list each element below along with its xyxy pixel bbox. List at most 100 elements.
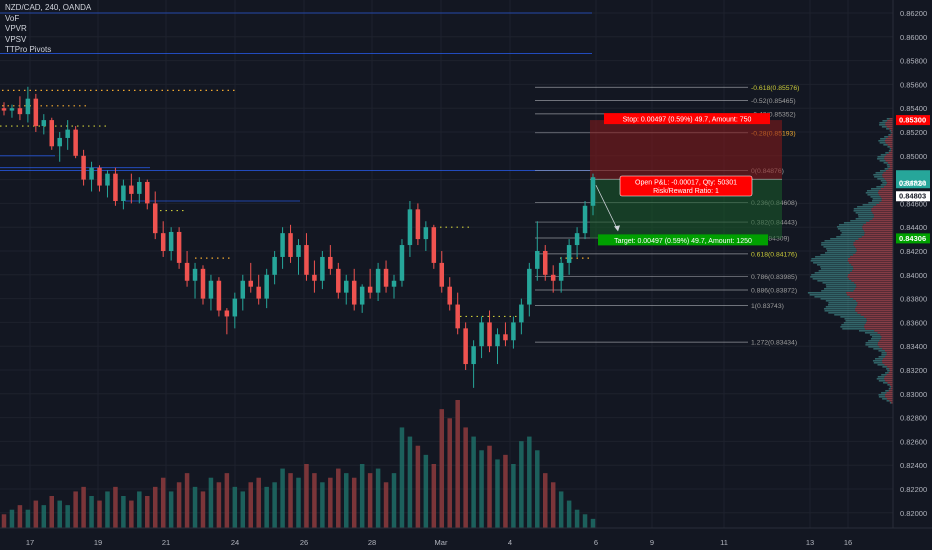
profile-bar-down [855,288,893,290]
chart-legend: NZD/CAD, 240, OANDA VoF VPVR VPSV TTPro … [5,3,91,56]
profile-bar-down [890,388,893,390]
volume-bar [208,477,214,528]
volume-bar [566,500,572,528]
profile-bar-up [865,342,878,344]
candle-body [73,129,78,156]
candle-body [344,280,349,293]
volume-bar [328,477,333,528]
volume-bar [73,491,78,528]
y-tick-label: 0.84200 [900,247,927,256]
volume-bar [41,505,47,528]
countdown-label: 03:27:54 [899,181,926,188]
y-tick-label: 0.83200 [900,366,927,375]
profile-bar-down [856,250,893,252]
profile-bar-up [879,124,886,126]
profile-bar-up [885,152,889,154]
profile-bar-down [891,386,893,388]
profile-bar-up [887,384,890,386]
profile-bar-up [877,178,885,180]
profile-bar-up [880,180,887,182]
volume-bar [105,491,110,528]
profile-bar-down [882,174,893,176]
candle-body [320,256,325,281]
profile-bar-up [881,392,887,394]
fib-label: 0.886(0.83872) [751,288,797,295]
volume-bar [224,473,230,528]
candle-body [89,167,94,180]
profile-bar-up [824,288,856,290]
profile-bar-down [864,326,893,328]
indicator-ttpro-pivots[interactable]: TTPro Pivots [5,45,52,54]
profile-bar-down [851,280,893,282]
volume-bar [168,491,174,528]
candle-body [336,268,341,293]
profile-bar-down [886,374,893,376]
profile-bar-down [882,348,893,350]
profile-bar-down [861,236,893,238]
profile-bar-down [881,336,893,338]
y-tick-label: 0.84000 [900,271,927,280]
candle-body [447,286,452,305]
profile-bar-up [855,212,873,214]
symbol-title[interactable]: NZD/CAD, 240, OANDA [5,3,92,12]
profile-bar-down [857,312,893,314]
profile-bar-down [885,396,893,398]
profile-bar-down [853,242,893,244]
y-tick-label: 0.85800 [900,57,927,66]
profile-bar-down [879,202,893,204]
candle-body [519,304,524,323]
profile-bar-up [877,158,885,160]
target-price-tag-box [896,233,930,244]
target-label-box[interactable] [598,234,768,246]
candle-body [256,286,261,299]
pnl-box[interactable] [619,175,753,197]
profile-bar-up [886,118,890,120]
profile-bar-up [877,376,885,378]
y-tick-label: 0.82200 [900,485,927,494]
indicator-vpvr[interactable]: VPVR [5,24,27,33]
profile-bar-down [886,352,893,354]
profile-bar-up [844,318,867,320]
profile-bar-up [878,350,885,352]
candle-body [65,129,70,138]
profile-bar-up [889,386,892,388]
volume-bar [121,496,126,528]
profile-bar-up [814,296,850,298]
candle-body [471,346,476,365]
profile-bar-down [883,358,893,360]
profile-bar-up [886,368,890,370]
profile-bar-down [854,282,893,284]
profile-bar-down [886,184,893,186]
stop-label-box[interactable] [604,113,770,125]
profile-bar-down [853,298,893,300]
profile-bar-down [891,148,893,150]
volume-bar [495,459,500,528]
profile-bar-up [821,242,854,244]
candle-body [495,334,500,347]
profile-bar-up [853,210,872,212]
profile-bar-down [884,378,893,380]
profile-bar-down [851,264,893,266]
profile-bar-down [878,190,893,192]
volume-bar [296,477,301,528]
fib-label: -0.52(0.85465) [751,98,796,105]
profile-bar-up [824,240,856,242]
volume-bar [399,427,405,528]
profile-bar-up [827,250,857,252]
volume-bar [383,482,389,528]
indicator-vpsv[interactable]: VPSV [5,34,27,44]
candle-body [590,177,596,206]
price-axis: 0.86200 0.86000 0.85800 0.85600 0.85400 0.852… [892,0,930,528]
profile-bar-down [886,180,893,182]
profile-bar-up [820,254,854,256]
candle-body [487,322,492,347]
profile-bar-down [884,376,893,378]
indicator-vof[interactable]: VoF [5,13,20,23]
volume-bar [590,518,596,528]
volume-bar [216,482,222,528]
profile-bar-down [889,370,893,372]
profile-bar-down [885,170,893,172]
profile-bar-up [809,294,848,296]
profile-bar-up [840,234,865,236]
